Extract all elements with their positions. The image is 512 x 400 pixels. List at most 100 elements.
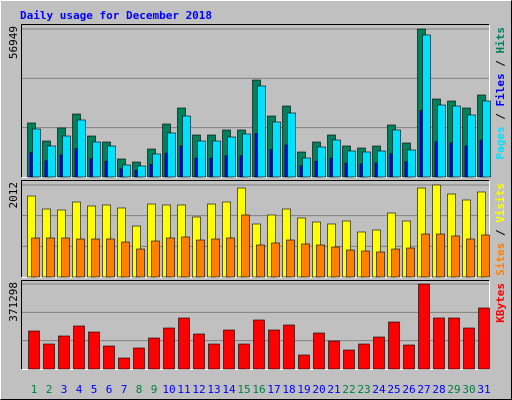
bar (271, 242, 280, 278)
bar (167, 132, 176, 178)
legend: Pages / Files / Hits (494, 27, 507, 160)
bar (388, 321, 400, 370)
bar (151, 240, 160, 278)
legend-entry: KBytes (494, 283, 507, 323)
bar (197, 140, 206, 178)
bar (406, 247, 415, 278)
bar (73, 325, 85, 370)
bar (482, 100, 491, 178)
bar (122, 164, 131, 178)
bar (467, 114, 476, 178)
x-tick-label: 6 (106, 383, 113, 396)
bar (32, 128, 41, 178)
bar (448, 317, 460, 370)
bar (61, 237, 70, 278)
bar (193, 333, 205, 370)
bar (358, 343, 370, 370)
x-tick-label: 16 (252, 383, 265, 396)
x-tick-label: 14 (222, 383, 236, 396)
bar (242, 133, 251, 178)
bar (118, 357, 130, 370)
bar (481, 234, 490, 278)
panel-edge-light (21, 180, 490, 278)
bar (418, 283, 430, 370)
x-tick-label: 30 (462, 383, 475, 396)
bar (392, 129, 401, 178)
bar (31, 237, 40, 278)
bar (403, 344, 415, 370)
bar (148, 337, 160, 370)
x-tick-label: 17 (267, 383, 280, 396)
x-tick-label: 10 (162, 383, 175, 396)
x-tick-label: 12 (192, 383, 205, 396)
x-tick-label: 1 (31, 383, 38, 396)
y-tick-label: 2012 (7, 182, 20, 209)
x-tick-label: 31 (477, 383, 490, 396)
bar (331, 246, 340, 278)
bar (107, 145, 116, 178)
bar (328, 340, 340, 370)
bar (178, 317, 190, 370)
bar (421, 233, 430, 278)
x-tick-label: 11 (177, 383, 190, 396)
chart-title: Daily usage for December 2018 (20, 9, 212, 22)
bar (226, 237, 235, 278)
panel-edge-light (21, 24, 490, 178)
x-tick-label: 20 (312, 383, 325, 396)
panel-edge-dark (21, 24, 490, 178)
legend-separator: / (494, 223, 507, 243)
bar (182, 115, 191, 178)
bar (91, 238, 100, 278)
bar (362, 151, 371, 178)
x-tick-label: 29 (447, 383, 460, 396)
bar (283, 324, 295, 370)
bar (343, 349, 355, 370)
bar (407, 149, 416, 178)
legend-entry: Sites (494, 243, 507, 276)
bar (103, 345, 115, 370)
bar (376, 251, 385, 278)
bar (253, 319, 265, 370)
bar (137, 165, 146, 178)
legend: Sites / Visits (494, 183, 507, 276)
x-tick-label: 25 (387, 383, 400, 396)
x-tick-label: 9 (151, 383, 158, 396)
bar (46, 237, 55, 278)
x-tick-label: 21 (327, 383, 340, 396)
legend-separator: / (494, 54, 507, 74)
bar (298, 354, 310, 370)
bar (272, 121, 281, 178)
bar (347, 150, 356, 178)
x-tick-label: 7 (121, 383, 128, 396)
bar (77, 119, 86, 178)
bar (43, 343, 55, 370)
legend: KBytes (494, 283, 507, 323)
bar (136, 248, 145, 278)
bar (451, 235, 460, 278)
x-tick-label: 3 (61, 383, 68, 396)
bar (302, 157, 311, 178)
x-tick-label: 15 (237, 383, 250, 396)
bar (437, 104, 446, 178)
bar (452, 105, 461, 178)
panel-edge-dark (21, 180, 490, 278)
bar (422, 34, 431, 178)
x-tick-label: 8 (136, 383, 143, 396)
bar (317, 146, 326, 178)
bar (361, 250, 370, 278)
bar (58, 335, 70, 370)
x-tick-label: 23 (357, 383, 370, 396)
bar (436, 233, 445, 278)
bar (463, 327, 475, 370)
bar (287, 112, 296, 178)
panel-edge-dark (21, 280, 490, 370)
bar (76, 238, 85, 278)
x-tick-label: 24 (372, 383, 386, 396)
bar (346, 249, 355, 278)
bar (166, 237, 175, 278)
bar (332, 139, 341, 178)
bar (241, 214, 250, 278)
bar (377, 150, 386, 178)
x-tick-label: 5 (91, 383, 98, 396)
bar (212, 140, 221, 178)
